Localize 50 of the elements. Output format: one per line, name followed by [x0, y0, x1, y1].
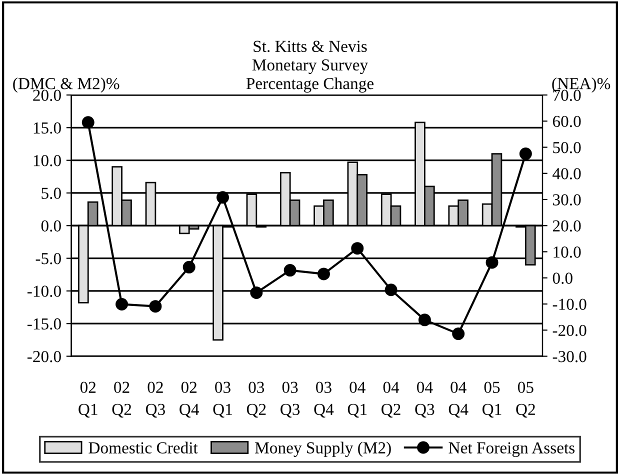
point	[284, 264, 296, 277]
x-tick-label: 03 Q3	[280, 382, 300, 418]
point	[452, 328, 465, 340]
point	[351, 242, 364, 255]
y-tick-label: 15.0	[34, 122, 61, 134]
x-tick-label: 04 Q4	[448, 382, 468, 418]
point	[384, 284, 398, 296]
y2-tick-label: -30.0	[552, 350, 586, 362]
y2-tick-label: 10.0	[554, 246, 581, 258]
y2-tick-label: 30.0	[553, 194, 581, 206]
y-tick-label: 0.0	[41, 220, 61, 232]
x-tick-label: 03 Q2	[246, 382, 266, 418]
point	[116, 298, 128, 311]
legend-label: Net Foreign Assets	[448, 442, 575, 457]
point	[418, 314, 431, 326]
y2-tick-label: -20.0	[552, 324, 586, 336]
y2-tick-label: -10.0	[552, 298, 586, 310]
y2-tick-label: 50.0	[553, 142, 581, 154]
x-tick-label: 05 Q2	[516, 382, 535, 418]
x-tick-label: 04 Q1	[348, 382, 367, 418]
point	[317, 268, 330, 280]
y-tick-label: -10.0	[27, 286, 61, 297]
y-tick-label: 10.0	[34, 155, 61, 166]
point	[519, 148, 532, 160]
x-tick-label: 05 Q1	[482, 382, 502, 418]
chart-title: St. Kitts & Nevis Monetary Survey Percentage Change	[246, 40, 374, 93]
x-tick-label: 04 Q3	[415, 382, 434, 418]
y2-tick-label: 0.0	[552, 272, 572, 284]
point	[486, 256, 498, 269]
y2-tick-label: 20.0	[552, 220, 581, 232]
y2-tick-label: 40.0	[552, 168, 581, 180]
point	[82, 116, 94, 129]
x-tick-label: 04 Q2	[382, 382, 400, 418]
legend-label: Domestic Credit	[88, 442, 198, 454]
x-tick-label: 03 Q1	[213, 382, 232, 418]
point	[250, 286, 263, 300]
x-tick-label: 02 Q4	[180, 382, 200, 418]
point	[182, 260, 196, 274]
y-tick-label: 5.0	[42, 188, 61, 199]
x-tick-label: 03 Q4	[314, 382, 334, 418]
y-tick-label: -15.0	[27, 318, 61, 330]
y-tick-label: -5.0	[36, 252, 61, 264]
point	[216, 191, 230, 204]
y2-tick-label: 60.0	[552, 116, 581, 128]
point	[149, 300, 162, 313]
x-tick-label: 02 Q3	[146, 382, 165, 418]
y-tick-label: -20.0	[27, 350, 61, 362]
x-tick-label: 02 Q2	[112, 382, 132, 418]
x-tick-label: 02 Q1	[78, 382, 98, 418]
legend-label: Money Supply (M2)	[255, 442, 391, 457]
